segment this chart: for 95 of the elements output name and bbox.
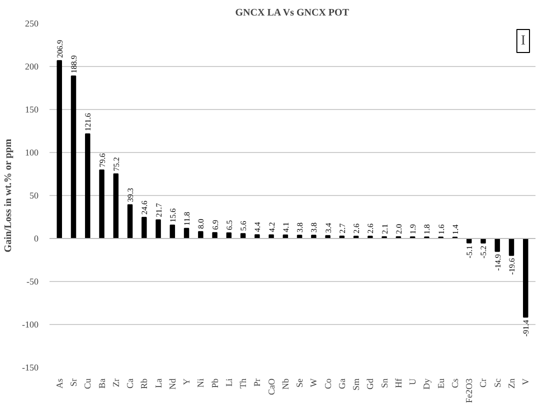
bar	[522, 238, 528, 318]
data-label: 39.3	[126, 188, 136, 202]
data-label: 4.4	[253, 222, 262, 232]
data-label: 1.4	[450, 224, 460, 235]
bar	[113, 173, 119, 239]
bar	[508, 238, 514, 256]
y-tick-label: 50	[30, 190, 39, 200]
x-tick-label: Ni	[196, 378, 206, 388]
x-tick-label: U	[408, 378, 418, 385]
bar	[85, 133, 90, 239]
data-label: 2.6	[352, 224, 362, 234]
x-tick-label: Sr	[68, 378, 79, 386]
x-tick-label: Y	[182, 378, 192, 385]
x-tick-label: V	[520, 378, 531, 385]
x-tick-label: La	[153, 378, 164, 388]
x-tick-label: As	[54, 378, 64, 388]
data-label: 1.8	[422, 224, 432, 234]
data-label: 6.5	[224, 220, 234, 230]
data-label: -91.4	[522, 320, 531, 337]
bar	[212, 232, 218, 239]
x-tick-label: Ga	[336, 378, 347, 389]
data-label: 6.9	[210, 220, 220, 230]
x-tick-label: Zr	[110, 378, 121, 387]
data-label: 5.6	[239, 220, 248, 231]
data-label: 4.1	[281, 222, 290, 232]
data-label: -14.9	[493, 254, 502, 271]
annotation: I	[520, 34, 526, 48]
bar	[170, 224, 176, 239]
data-label: 3.4	[324, 222, 333, 233]
y-tick-label: 200	[25, 62, 39, 72]
bar	[99, 170, 104, 239]
data-label: 79.6	[98, 153, 107, 168]
x-tick-label: Rb	[139, 378, 150, 390]
data-label: 2.7	[338, 223, 347, 234]
bar	[70, 76, 76, 239]
y-tick-label: 250	[25, 18, 39, 28]
data-label: 188.9	[70, 55, 79, 74]
x-tick-label: Sn	[379, 378, 390, 388]
data-label: 11.8	[182, 212, 192, 226]
y-axis-title: Gain/Loss in wt.% or ppm	[3, 138, 14, 252]
bar	[156, 219, 161, 239]
data-label: 2.6	[366, 224, 376, 234]
data-label: 3.8	[310, 222, 319, 232]
x-tick-label: Gd	[365, 378, 376, 390]
x-tick-label: Th	[238, 378, 248, 388]
bar	[56, 60, 62, 239]
bar	[127, 204, 133, 239]
y-tick-label: -100	[22, 320, 39, 330]
x-tick-label: Dy	[422, 378, 432, 390]
x-tick-label: Se	[294, 378, 305, 388]
chart-title: GNCX LA Vs GNCX POT	[235, 8, 350, 18]
x-tick-label: Fe2O3	[464, 378, 474, 403]
x-tick-label: Co	[322, 378, 333, 390]
data-label: 121.6	[84, 113, 93, 132]
x-tick-label: Cr	[478, 378, 488, 388]
data-label: -5.2	[479, 246, 488, 258]
y-tick-label: 0	[34, 234, 39, 244]
data-label: -5.1	[465, 246, 474, 258]
y-tick-label: 150	[25, 104, 39, 114]
x-tick-label: Pr	[252, 378, 262, 386]
y-tick-label: 100	[25, 148, 39, 158]
y-tick-label: -50	[26, 276, 39, 286]
data-label: 8.0	[196, 218, 206, 229]
x-tick-label: W	[308, 378, 319, 387]
x-tick-label: Hf	[393, 378, 404, 388]
data-label: 21.7	[154, 203, 164, 218]
data-label: 24.6	[140, 200, 150, 215]
data-label: 75.2	[112, 157, 121, 172]
bar	[254, 234, 260, 239]
bar	[494, 238, 500, 252]
data-label: 3.8	[296, 222, 305, 232]
x-tick-label: Cu	[82, 378, 93, 390]
y-tick-label: -150	[22, 362, 39, 372]
x-tick-label: Zn	[506, 378, 516, 388]
x-tick-label: Ca	[125, 378, 136, 388]
x-tick-label: Nb	[280, 378, 290, 390]
data-label: 4.2	[267, 222, 276, 232]
x-tick-label: CaO	[266, 378, 276, 395]
data-label: -19.6	[507, 258, 516, 275]
x-tick-label: Li	[224, 378, 234, 386]
data-label: 206.9	[55, 40, 64, 58]
x-tick-label: Nd	[167, 378, 178, 390]
x-tick-label: Cs	[450, 378, 460, 388]
data-label: 2.1	[380, 224, 390, 234]
bar	[198, 231, 204, 239]
data-label: 2.0	[394, 224, 404, 234]
data-label: 1.9	[408, 224, 418, 234]
data-label: 1.6	[436, 224, 446, 234]
x-tick-label: Ba	[96, 378, 107, 388]
bar	[142, 216, 147, 239]
data-label: 15.6	[168, 208, 178, 222]
x-tick-label: Pb	[210, 378, 220, 388]
x-tick-label: Eu	[436, 378, 446, 388]
x-tick-label: Sm	[351, 378, 362, 391]
x-tick-label: Sc	[492, 378, 502, 388]
